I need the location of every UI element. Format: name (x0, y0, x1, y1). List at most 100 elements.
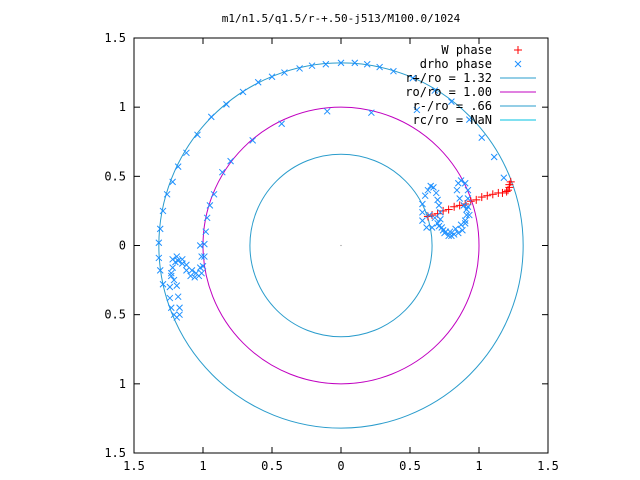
drho-phase-point (296, 65, 303, 72)
drho-phase-point (210, 190, 218, 198)
drho-phase-point (363, 60, 371, 68)
origin-dot (340, 244, 342, 247)
cross-b (207, 113, 215, 121)
w-phase-point (506, 177, 515, 186)
cross-b (464, 186, 472, 194)
cross-b (159, 207, 167, 215)
legend-label: ro/ro = 1.00 (405, 85, 492, 99)
drho-phase-point (166, 283, 174, 291)
w-phase-point (472, 195, 481, 204)
cross-b (465, 211, 473, 219)
cross-b (166, 294, 174, 302)
cross-b (183, 149, 190, 157)
cross-b (456, 195, 464, 202)
w-phase-point (502, 187, 511, 196)
cross-b (454, 229, 462, 237)
cross-b (156, 267, 164, 274)
cross-b (454, 179, 462, 187)
cross-b (227, 157, 234, 165)
drho-phase-point (337, 59, 345, 67)
cross-b (368, 109, 375, 117)
drho-phase-point (456, 195, 464, 202)
cross-b (435, 222, 443, 230)
cross-b (196, 242, 204, 249)
cross-b (452, 225, 459, 233)
cross-b (445, 232, 452, 240)
y-tick-label: 0 (119, 239, 126, 253)
cross-b (278, 120, 286, 128)
drho-phase-point (463, 206, 470, 213)
cross-b (296, 65, 303, 72)
w-phase-point (439, 206, 448, 215)
cross-b (434, 196, 441, 204)
drho-phase-point (239, 88, 247, 96)
drho-phase-point (425, 211, 433, 219)
y-tick-label: 1 (119, 100, 126, 114)
cross-b (425, 211, 433, 219)
w-phase-point (450, 202, 459, 211)
x-tick-label: 0.5 (261, 459, 283, 473)
cross-b (169, 264, 176, 271)
drho-phase-point (173, 253, 181, 260)
cross-b (464, 195, 472, 202)
cross-b (500, 174, 508, 182)
drho-phase-point (174, 293, 182, 301)
cross-b (178, 255, 186, 263)
cross-b (167, 304, 175, 312)
drho-phase-point (201, 240, 208, 248)
cross-b (156, 225, 164, 233)
cross-b (430, 184, 437, 191)
drho-phase-point (163, 190, 171, 198)
drho-phase-point (351, 59, 359, 67)
drho-phase-point (435, 222, 443, 230)
cross-b (155, 239, 163, 247)
cross-b (203, 214, 211, 222)
drho-phase-point (159, 280, 167, 288)
drho-phase-point (174, 163, 182, 171)
cross-b (194, 131, 201, 139)
drho-phase-point (464, 186, 472, 194)
cross-b (435, 202, 443, 209)
drho-phase-point (430, 184, 437, 191)
drho-phase-point (463, 211, 470, 219)
cross-b (218, 168, 226, 176)
cross-b (167, 269, 175, 277)
cross-b (459, 226, 466, 234)
drho-phase-point (227, 157, 234, 165)
drho-phase-point (437, 208, 444, 216)
y-tick-label: 0.5 (104, 308, 126, 322)
cross-b (431, 214, 439, 222)
drho-phase-point (421, 192, 429, 200)
drho-phase-point (167, 269, 175, 277)
legend-label: rc/ro = NaN (413, 113, 492, 127)
cross-b (169, 255, 176, 263)
drho-phase-point (445, 232, 452, 240)
drho-phase-point (454, 179, 462, 187)
drho-phase-point (452, 225, 459, 233)
drho-phase-point (183, 267, 190, 274)
drho-phase-point (254, 78, 262, 86)
w-phase-point (477, 193, 486, 202)
cross-b (169, 178, 176, 186)
drho-phase-point (223, 101, 230, 108)
cross-b (155, 254, 163, 262)
cross-b (423, 224, 430, 231)
drho-phase-point (188, 267, 196, 274)
drho-phase-point (423, 224, 430, 231)
drho-phase-point (376, 63, 383, 71)
cross-b (166, 283, 174, 291)
drho-phase-point (432, 189, 440, 197)
cross-b (413, 106, 421, 114)
cross-b (196, 264, 204, 271)
legend-label: W phase (441, 43, 492, 57)
y-tick-label: 1 (119, 377, 126, 391)
cross-b (421, 192, 429, 200)
drho-phase-point (390, 67, 397, 75)
drho-phase-point (173, 282, 181, 289)
cross-b (463, 206, 470, 213)
drho-phase-point (196, 264, 204, 271)
cross-b (198, 253, 205, 260)
drho-phase-point (192, 269, 200, 277)
cross-b (223, 101, 230, 108)
